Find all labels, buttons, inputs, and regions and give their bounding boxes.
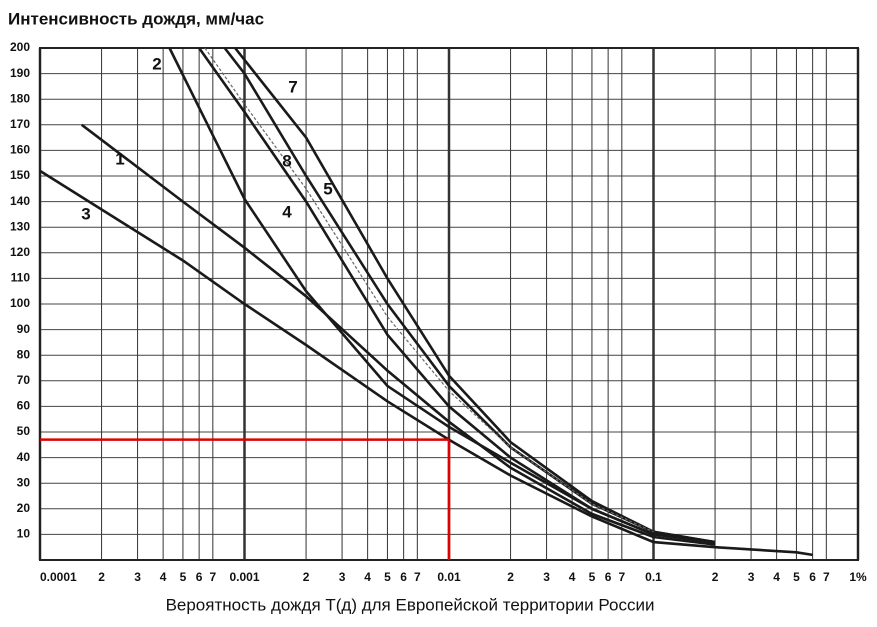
x-tick-label: 5 <box>384 570 391 584</box>
series-line <box>234 47 716 544</box>
x-tick-label: 2 <box>507 570 514 584</box>
x-tick-label: 6 <box>400 570 407 584</box>
series-line <box>80 123 716 546</box>
x-tick-label: 0.0001 <box>40 570 77 584</box>
series-label: 5 <box>323 179 332 198</box>
series-label: 1 <box>115 149 124 168</box>
series-label: 7 <box>288 77 297 96</box>
series-label: 4 <box>282 202 292 221</box>
x-tick-label: 6 <box>196 570 203 584</box>
x-tick-label: 5 <box>589 570 596 584</box>
series-label: 8 <box>282 151 291 170</box>
x-tick-label: 7 <box>823 570 830 584</box>
y-tick-label: 50 <box>17 424 31 438</box>
x-tick-label: 5 <box>793 570 800 584</box>
y-tick-label: 10 <box>17 527 31 541</box>
y-tick-label: 90 <box>17 322 31 336</box>
y-tick-label: 180 <box>10 91 30 105</box>
y-tick-label: 30 <box>17 475 31 489</box>
x-tick-label: 1% <box>849 570 867 584</box>
y-tick-label: 130 <box>10 219 30 233</box>
y-tick-label: 60 <box>17 399 31 413</box>
y-tick-label: 110 <box>11 271 31 285</box>
series-line <box>39 169 813 557</box>
x-tick-label: 2 <box>712 570 719 584</box>
y-tick-label: 140 <box>10 194 30 208</box>
x-tick-label: 3 <box>748 570 755 584</box>
y-tick-label: 170 <box>10 117 30 131</box>
x-tick-label: 6 <box>809 570 816 584</box>
y-tick-label: 80 <box>17 347 31 361</box>
y-tick-label: 150 <box>10 168 30 182</box>
x-tick-label: 4 <box>160 570 167 584</box>
y-tick-label: 160 <box>10 143 30 157</box>
y-tick-label: 190 <box>10 66 30 80</box>
x-tick-label: 0.1 <box>645 570 662 584</box>
series-line <box>198 47 716 544</box>
chart-title: Интенсивность дождя, мм/час <box>8 9 264 28</box>
x-tick-label: 0.01 <box>437 570 461 584</box>
series-label: 2 <box>152 54 161 73</box>
x-tick-label: 2 <box>303 570 310 584</box>
x-tick-label: 2 <box>98 570 105 584</box>
x-tick-label: 6 <box>605 570 612 584</box>
series-line <box>204 47 654 533</box>
y-tick-label: 200 <box>10 40 30 54</box>
x-tick-label: 7 <box>618 570 625 584</box>
x-tick-label: 3 <box>134 570 141 584</box>
x-tick-label: 4 <box>569 570 576 584</box>
x-tick-label: 4 <box>364 570 371 584</box>
y-tick-label: 100 <box>10 296 30 310</box>
y-tick-label: 120 <box>10 245 30 259</box>
y-tick-label: 70 <box>17 373 31 387</box>
x-tick-label: 7 <box>414 570 421 584</box>
x-tick-label: 3 <box>339 570 346 584</box>
y-tick-label: 20 <box>17 501 31 515</box>
x-tick-label: 3 <box>543 570 550 584</box>
x-tick-label: 7 <box>209 570 216 584</box>
x-axis-title: Вероятность дождя T(д) для Европейской т… <box>166 595 655 614</box>
series-label: 3 <box>81 204 90 223</box>
x-tick-label: 5 <box>180 570 187 584</box>
series-line <box>223 47 716 544</box>
x-tick-label: 4 <box>773 570 780 584</box>
x-tick-label: 0.001 <box>229 570 259 584</box>
y-tick-label: 40 <box>17 450 31 464</box>
